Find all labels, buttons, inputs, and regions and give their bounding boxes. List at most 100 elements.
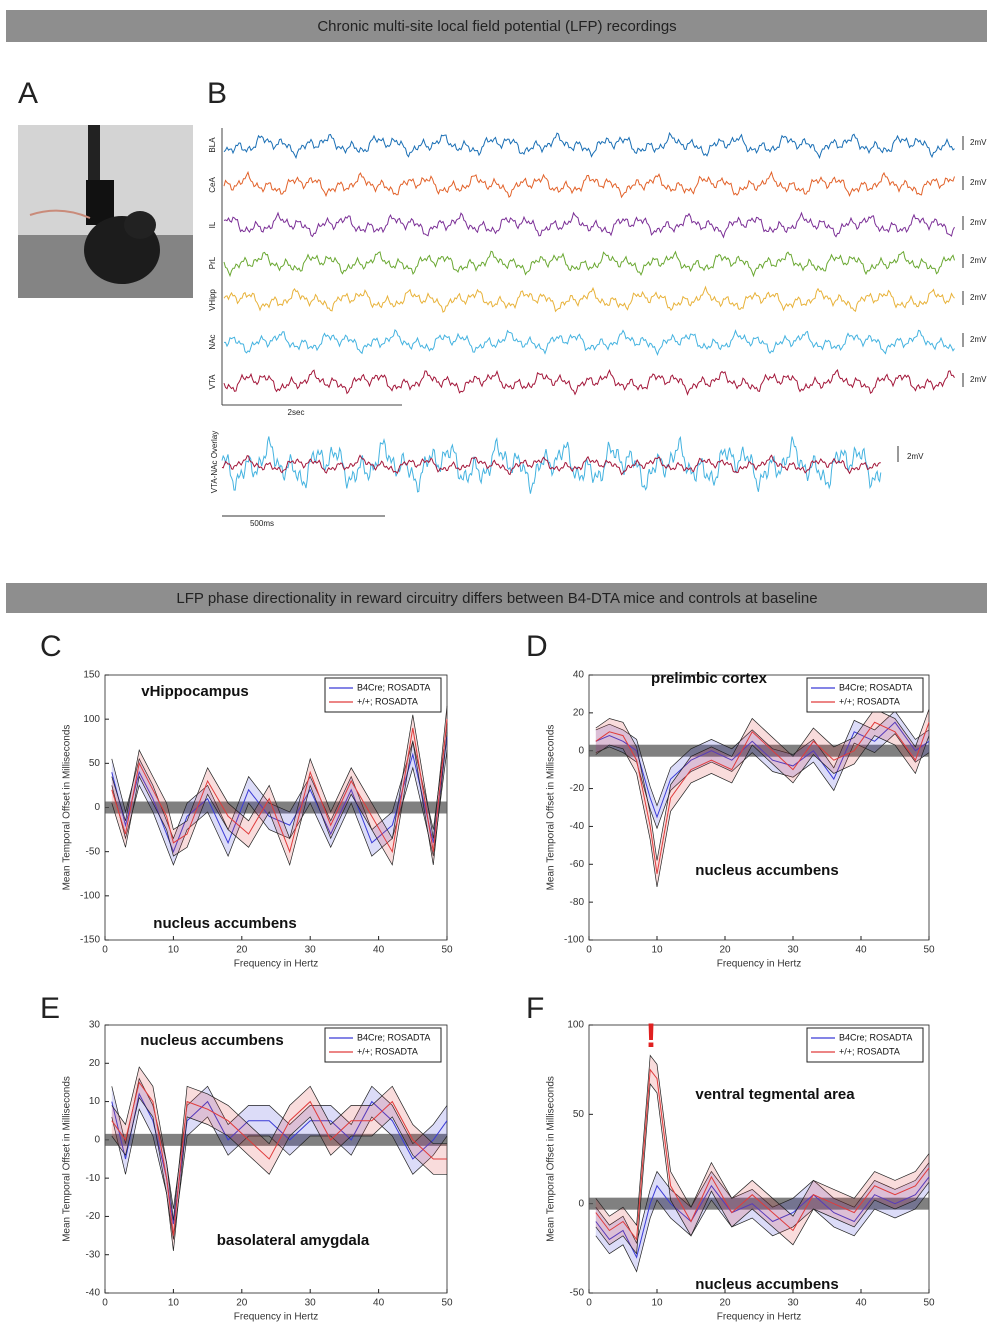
lfp-trace <box>223 368 955 396</box>
scale-label: 2mV <box>970 138 987 147</box>
scale-label: 2mV <box>970 335 987 344</box>
channel-label: CeA <box>208 177 217 193</box>
y-axis-label: Mean Temporal Offset in Milliseconds <box>62 725 73 891</box>
y-tick-label: 20 <box>89 1058 101 1069</box>
y-tick-label: -60 <box>570 859 585 870</box>
x-tick-label: 10 <box>168 945 180 956</box>
y-tick-label: -20 <box>570 783 585 794</box>
x-tick-label: 0 <box>586 945 592 956</box>
header-title: LFP phase directionality in reward circu… <box>176 590 817 607</box>
legend-label: B4Cre; ROSADTA <box>357 1032 430 1042</box>
scale-label: 2mV <box>970 256 987 265</box>
x-tick-label: 0 <box>102 945 108 956</box>
x-tick-label: 30 <box>305 945 317 956</box>
y-tick-label: -10 <box>86 1173 101 1184</box>
x-tick-label: 50 <box>441 1298 453 1309</box>
time-label: 500ms <box>250 519 274 528</box>
y-tick-label: -150 <box>80 935 100 946</box>
x-axis-label: Frequency in Hertz <box>717 959 801 970</box>
x-axis-label: Frequency in Hertz <box>717 1312 801 1322</box>
y-tick-label: 0 <box>578 745 584 756</box>
legend-box <box>806 677 924 713</box>
plot-frame <box>588 674 930 941</box>
x-tick-label: 50 <box>923 945 935 956</box>
y-tick-label: 50 <box>573 1109 585 1120</box>
legend-label: +/+; ROSADTA <box>839 1046 900 1056</box>
scale-label: 2mV <box>970 218 987 227</box>
annotation: vHippocampus <box>141 683 249 700</box>
y-tick-label: 20 <box>573 707 585 718</box>
mean-line <box>595 1176 930 1259</box>
x-tick-label: 20 <box>719 1298 731 1309</box>
band-edge <box>111 723 448 840</box>
legend-label: B4Cre; ROSADTA <box>839 1032 912 1042</box>
lfp-trace <box>223 131 955 160</box>
mean-line <box>111 719 448 854</box>
annotation: nucleus accumbens <box>695 1276 838 1293</box>
mean-line <box>595 1068 930 1241</box>
legend-label: +/+; ROSADTA <box>839 696 900 706</box>
x-tick-label: 50 <box>441 945 453 956</box>
lfp-trace <box>223 250 955 278</box>
band-edge <box>111 1096 447 1251</box>
y-tick-label: 10 <box>89 1096 101 1107</box>
y-tick-label: -100 <box>80 890 100 901</box>
panel-label: D <box>526 630 548 663</box>
panel-label: B <box>207 77 227 110</box>
y-tick-label: -40 <box>86 1288 101 1299</box>
y-tick-label: 40 <box>573 670 585 681</box>
x-tick-label: 0 <box>102 1298 108 1309</box>
lfp-trace <box>223 170 955 199</box>
legend-label: B4Cre; ROSADTA <box>839 682 912 692</box>
error-band <box>111 1067 448 1251</box>
x-tick-label: 20 <box>719 945 731 956</box>
x-tick-label: 0 <box>586 1298 592 1309</box>
channel-label: NAc <box>208 334 217 349</box>
error-band <box>595 709 929 887</box>
band-edge <box>595 1190 930 1273</box>
scale-label: 2mV <box>970 375 987 384</box>
annotation: basolateral amygdala <box>217 1232 370 1249</box>
y-tick-label: -80 <box>570 897 585 908</box>
y-tick-label: -100 <box>564 935 584 946</box>
photo <box>18 125 193 298</box>
header-bar <box>6 583 987 613</box>
zero-band <box>105 801 447 814</box>
y-tick-label: 30 <box>89 1020 101 1031</box>
scale-label: 2mV <box>970 178 987 187</box>
header-bar <box>6 10 987 42</box>
y-tick-label: -40 <box>570 821 585 832</box>
band-edge <box>111 1108 448 1240</box>
channel-label: BLA <box>208 137 217 153</box>
legend-box <box>324 677 442 713</box>
x-tick-label: 40 <box>855 945 867 956</box>
plot-frame <box>588 1024 930 1294</box>
channel-label: IL <box>208 221 217 228</box>
overlay-trace <box>221 435 882 494</box>
error-band <box>595 1055 929 1254</box>
y-tick-label: 0 <box>94 802 100 813</box>
x-tick-label: 20 <box>236 945 248 956</box>
band-edge <box>595 710 930 807</box>
x-tick-label: 40 <box>373 945 385 956</box>
mean-line <box>111 1081 447 1236</box>
band-edge <box>111 732 448 867</box>
legend-box <box>324 1027 442 1063</box>
band-edge <box>111 705 448 840</box>
zero-band <box>105 1133 447 1146</box>
channel-label: PrL <box>208 256 217 269</box>
panel-label: F <box>526 992 544 1025</box>
y-axis-label: Mean Temporal Offset in Milliseconds <box>62 1076 73 1242</box>
header-title: Chronic multi-site local field potential… <box>317 18 676 35</box>
annotation: nucleus accumbens <box>140 1032 283 1049</box>
y-tick-label: 0 <box>578 1198 584 1209</box>
x-tick-label: 20 <box>236 1298 248 1309</box>
error-band <box>111 723 448 865</box>
legend-label: +/+; ROSADTA <box>357 1046 418 1056</box>
annotation: nucleus accumbens <box>153 915 296 932</box>
panel-label: C <box>40 630 62 663</box>
error-band <box>111 705 448 865</box>
lfp-trace <box>223 211 955 239</box>
y-tick-label: 50 <box>89 758 101 769</box>
y-tick-label: 100 <box>567 1020 584 1031</box>
